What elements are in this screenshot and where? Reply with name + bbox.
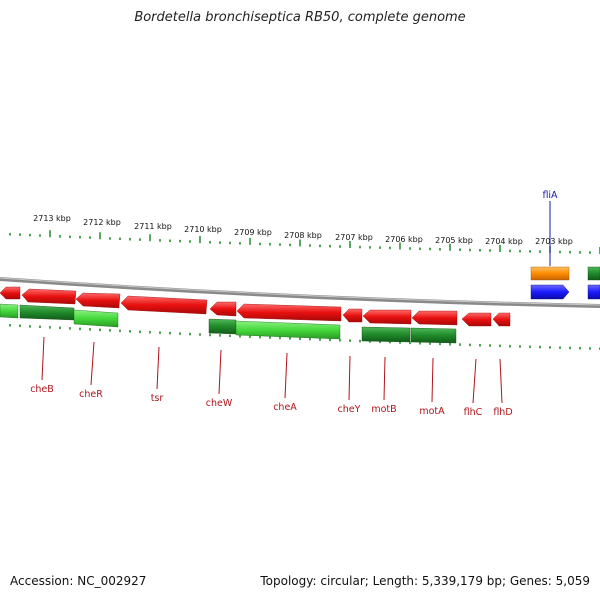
gene-bar[interactable]	[361, 326, 411, 343]
gene-label-flhD: flhD	[493, 407, 512, 418]
leader-line	[218, 349, 222, 395]
scale-label: 2711 kbp	[134, 222, 172, 231]
leader-line	[41, 336, 45, 381]
gene-label-motA: motA	[419, 406, 445, 417]
gene-bar[interactable]	[587, 266, 600, 281]
gene-arrow[interactable]	[75, 292, 121, 309]
gene-bar[interactable]	[410, 327, 457, 344]
leader-line	[156, 346, 160, 390]
gene-bar[interactable]	[19, 304, 75, 321]
gene-label-cheY: cheY	[338, 404, 361, 415]
leader-line	[472, 358, 477, 404]
gene-arrow[interactable]	[0, 286, 21, 300]
gene-bar[interactable]	[235, 320, 341, 340]
gene-arrow[interactable]	[342, 308, 363, 323]
scale-label: 2703 kbp	[535, 237, 573, 246]
gene-arrow[interactable]	[21, 288, 77, 305]
fliA-feature[interactable]	[530, 284, 570, 300]
gene-label-motB: motB	[371, 404, 396, 415]
accession-value: NC_002927	[77, 574, 147, 588]
gene-arrow[interactable]	[362, 309, 412, 325]
genome-backbone	[0, 277, 600, 308]
genome-summary: Topology: circular; Length: 5,339,179 bp…	[260, 574, 590, 588]
leader-line	[383, 356, 386, 401]
gene-arrow[interactable]	[236, 303, 342, 322]
accession-info: Accession: NC_002927	[10, 574, 146, 588]
gene-arrow[interactable]	[209, 301, 237, 317]
rna-feature[interactable]	[530, 266, 570, 281]
gene-label-flhC: flhC	[464, 407, 483, 418]
leader-line	[499, 358, 503, 404]
gene-arrow[interactable]	[120, 295, 208, 315]
scale-label: 2709 kbp	[234, 228, 272, 237]
gene-arrow[interactable]	[461, 312, 492, 327]
leader-line	[348, 355, 351, 401]
lower-tick-row	[9, 324, 600, 350]
blue-feature-edge[interactable]	[587, 284, 600, 300]
scale-label: 2712 kbp	[83, 218, 121, 227]
gene-label-cheW: cheW	[206, 398, 233, 409]
gene-leader-lines	[41, 336, 503, 404]
gene-label-cheR: cheR	[79, 389, 103, 400]
leader-line	[90, 341, 95, 386]
reverse-strand-features	[0, 266, 600, 344]
gene-label-tsr: tsr	[151, 393, 164, 404]
accession-label: Accession:	[10, 574, 74, 588]
gene-label-cheB: cheB	[30, 384, 54, 395]
leader-line	[431, 357, 434, 403]
scale-label: 2706 kbp	[385, 235, 423, 244]
scale-label: 2707 kbp	[335, 233, 373, 242]
upper-tick-row	[9, 230, 600, 254]
scale-label: 2710 kbp	[184, 225, 222, 234]
gene-bar[interactable]	[73, 309, 119, 328]
gene-bar[interactable]	[208, 318, 237, 335]
genome-backbone-highlight	[0, 277, 600, 306]
fliA-label: fliA	[542, 190, 558, 201]
scale-label: 2708 kbp	[284, 231, 322, 240]
gene-label-cheA: cheA	[273, 402, 297, 413]
gene-arrow[interactable]	[411, 310, 458, 326]
scale-label: 2705 kbp	[435, 236, 473, 245]
page-title: Bordetella bronchiseptica RB50, complete…	[134, 10, 466, 25]
scale-labels: 2713 kbp 2712 kbp 2711 kbp 2710 kbp 2709…	[33, 214, 573, 246]
gene-arrow[interactable]	[492, 312, 511, 327]
forward-strand-features	[0, 286, 511, 327]
scale-label: 2713 kbp	[33, 214, 71, 223]
gene-bar[interactable]	[0, 303, 19, 319]
gene-labels: cheB cheR tsr cheW cheA cheY motB motA f…	[30, 384, 512, 418]
scale-label: 2704 kbp	[485, 237, 523, 246]
leader-line	[284, 352, 288, 399]
